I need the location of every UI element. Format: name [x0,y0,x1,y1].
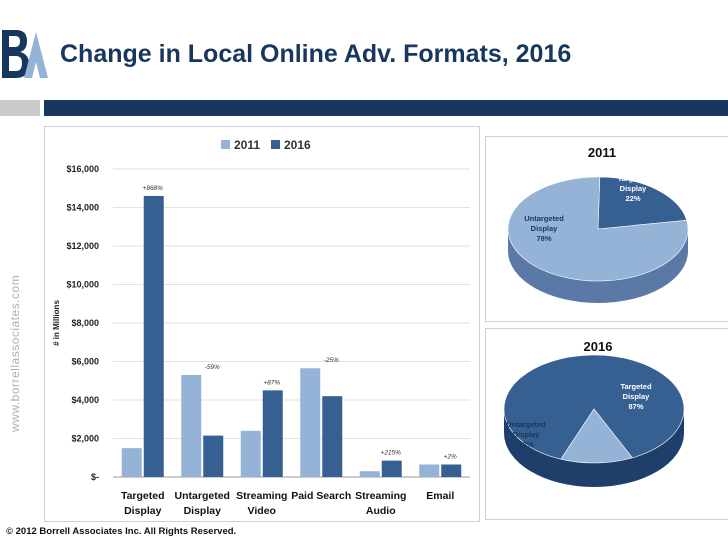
title-rule-blue [44,100,728,116]
pie-2016-panel: 2016 Targeted Display 87% Untargeted Display 1… [485,328,728,520]
pie-slice-label: Untargeted [506,420,546,429]
y-tick-label: $12,000 [66,241,99,251]
pie-slice-label: Display [623,392,651,401]
pie-slice-value: 87% [628,402,643,411]
legend-label-2011: 2011 [234,138,260,152]
pie-slice-value: 22% [625,194,640,203]
borrell-logo [0,28,48,80]
x-category-label: Email [426,490,454,502]
x-category-label: Video [248,505,276,517]
copyright-footer: © 2012 Borrell Associates Inc. All Right… [6,526,237,537]
bar-2011 [121,448,142,477]
bar-2016 [203,435,224,477]
chart-legend: 2011 2016 [221,138,311,152]
y-axis-label: # in Millions [52,300,61,346]
pie-slice-label: Targeted [617,174,649,183]
x-category-label: Streaming [236,490,287,502]
pie-slice [597,176,688,230]
y-tick-label: $10,000 [66,280,99,290]
pie-2011-panel: 2011 Targeted Display 22% Untargeted Display 7… [485,136,728,322]
x-category-label: Streaming [355,490,406,502]
pie-depth [504,409,684,487]
bar-2011 [419,464,440,477]
pie-title: 2011 [588,145,616,160]
bar-chart-panel: 2011 2016 $- $2,000 $4,000 $6,000 $8,000 $10,00… [44,126,480,522]
pie-slice [560,408,633,464]
x-category-label: Untargeted [175,490,230,502]
pie-slice [503,354,685,460]
title-rule-gray [0,100,40,116]
y-tick-label: $6,000 [71,357,99,367]
y-tick-label: $14,000 [66,203,99,213]
bar-2016 [143,195,164,477]
bar-2011 [240,430,261,477]
pie-slice-value: 78% [536,234,551,243]
y-tick-label: $16,000 [66,164,99,174]
legend-label-2016: 2016 [284,138,311,152]
legend-swatch-2011 [221,140,230,149]
pie-depth [508,229,688,303]
y-tick-label: $- [91,472,99,482]
x-category-label: Targeted [121,490,165,502]
pie-slice-label: Display [513,430,541,439]
change-annotation: -59% [205,364,220,371]
bar-2011 [181,374,202,477]
change-annotation: +215% [381,450,402,457]
pie-slice-value: 13% [518,440,533,449]
pie-chart-2016: 2016TargetedDisplay87%UntargetedDisplay1… [503,339,685,487]
website-watermark: www.borrellassociates.com [8,274,22,432]
pie-slice-label: Display [620,184,648,193]
page-title: Change in Local Online Adv. Formats, 201… [60,40,572,68]
legend-swatch-2016 [271,140,280,149]
pie-slice-label: Untargeted [524,214,564,223]
change-annotation: -25% [324,357,339,364]
pie-slice-label: Display [531,224,559,233]
bar-2016 [262,390,283,477]
bar-2011 [300,368,321,477]
pie-slice [507,176,689,282]
x-category-label: Paid Search [291,490,351,502]
bar-2016 [441,464,462,477]
x-category-label: Display [184,505,222,517]
change-annotation: +868% [143,185,164,192]
y-tick-label: $8,000 [71,318,99,328]
x-category-label: Display [124,505,162,517]
y-tick-label: $2,000 [71,434,99,444]
change-annotation: +87% [263,379,280,386]
bar-2011 [359,471,380,477]
x-category-label: Audio [366,505,396,517]
bar-2016 [381,460,402,477]
pie-slice-label: Targeted [620,382,652,391]
bar-chart: 2011 2016 $- $2,000 $4,000 $6,000 $8,000 $10,00… [52,138,470,517]
bar-2016 [322,396,343,477]
y-tick-label: $4,000 [71,395,99,405]
pie-chart-2011: 2011TargetedDisplay22%UntargetedDisplay7… [507,145,689,303]
pie-title: 2016 [584,339,613,354]
change-annotation: +2% [444,453,457,460]
